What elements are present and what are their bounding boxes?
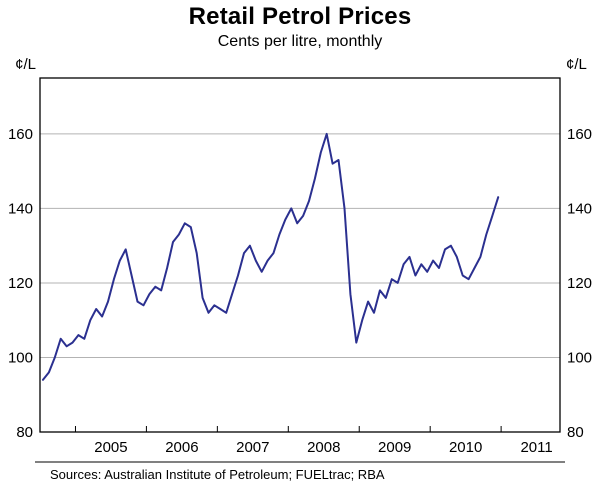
y-axis-label-right: 100: [567, 349, 592, 366]
y-axis-label-left: 120: [8, 275, 33, 292]
y-axis-label-right: 160: [567, 126, 592, 143]
y-axis-label-left: 80: [16, 424, 33, 441]
y-axis-label-left: 100: [8, 349, 33, 366]
x-axis-label: 2010: [449, 439, 482, 456]
chart-subtitle: Cents per litre, monthly: [217, 33, 383, 50]
y-axis-label-right: 80: [567, 424, 584, 441]
y-axis-label-left: 160: [8, 126, 33, 143]
y-axis-label-left: 140: [8, 200, 33, 217]
x-axis-label: 2009: [378, 439, 411, 456]
chart-title: Retail Petrol Prices: [188, 3, 412, 30]
x-axis-label: 2005: [94, 439, 127, 456]
y-axis-label-right: 120: [567, 275, 592, 292]
price-line: [42, 132, 500, 381]
y-axis-unit-right: ¢/L: [566, 56, 587, 73]
x-axis-label: 2007: [236, 439, 269, 456]
sources-note: Sources: Australian Institute of Petrole…: [50, 467, 385, 482]
x-axis-label: 2006: [165, 439, 198, 456]
y-axis-unit-left: ¢/L: [15, 56, 36, 73]
y-axis-label-right: 140: [567, 200, 592, 217]
x-axis-label: 2011: [520, 439, 552, 456]
plot-frame: [39, 77, 561, 433]
x-axis-label: 2008: [307, 439, 340, 456]
